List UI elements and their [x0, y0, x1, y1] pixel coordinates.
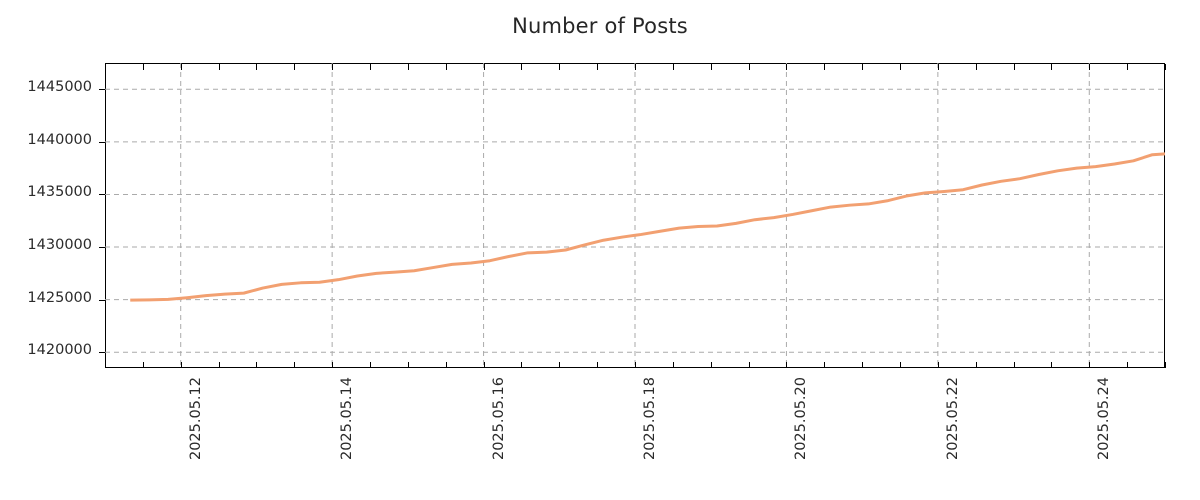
x-tick-mark — [900, 362, 901, 368]
x-tick-label: 2025.05.18 — [642, 377, 658, 461]
y-tick-mark — [99, 247, 105, 249]
x-tick-label: 2025.05.22 — [944, 377, 961, 461]
x-tick-mark — [748, 362, 750, 368]
y-tick-label: 1420000 — [27, 342, 92, 359]
x-tick-mark — [483, 362, 485, 368]
x-tick-mark — [1089, 362, 1091, 368]
x-tick-mark-top — [635, 64, 636, 70]
x-tick-mark-top — [710, 64, 712, 70]
x-tick-mark — [521, 362, 523, 368]
x-tick-mark-top — [1165, 64, 1166, 70]
x-tick-mark — [824, 362, 826, 368]
x-tick-mark-top — [521, 64, 523, 70]
x-tick-mark — [710, 362, 712, 368]
x-tick-mark-top — [975, 64, 977, 70]
y-tick-label: 1440000 — [27, 131, 92, 148]
y-tick-label: 1445000 — [27, 79, 92, 96]
x-tick-mark-top — [862, 64, 864, 70]
x-tick-mark-top — [332, 64, 334, 70]
x-tick-mark — [862, 362, 864, 368]
x-tick-mark-top — [900, 64, 901, 70]
x-tick-mark — [142, 362, 144, 368]
x-tick-mark — [1051, 362, 1053, 368]
x-tick-mark-top — [142, 64, 144, 70]
data-series-group — [130, 152, 1165, 302]
x-tick-mark-top — [407, 64, 409, 70]
x-tick-mark — [407, 362, 409, 368]
x-tick-mark — [1013, 362, 1015, 368]
x-tick-mark-top — [483, 64, 485, 70]
plot-canvas — [105, 63, 1165, 368]
y-tick-mark — [99, 299, 105, 301]
y-tick-label: 1430000 — [27, 237, 92, 254]
x-tick-label: 2025.05.20 — [793, 377, 810, 461]
x-tick-mark-top — [445, 64, 447, 70]
x-tick-mark — [332, 362, 334, 368]
y-tick-mark — [99, 194, 105, 196]
x-tick-mark-top — [180, 64, 182, 70]
x-tick-mark — [635, 362, 636, 368]
x-tick-mark-top — [672, 64, 674, 70]
x-tick-mark — [672, 362, 674, 368]
x-tick-mark-top — [1051, 64, 1053, 70]
x-tick-mark — [786, 362, 788, 368]
x-tick-mark — [559, 362, 561, 368]
x-tick-mark-top — [786, 64, 788, 70]
x-tick-mark — [1127, 362, 1129, 368]
x-tick-label: 2025.05.12 — [187, 377, 204, 461]
x-tick-mark — [180, 362, 182, 368]
series-line — [130, 152, 1165, 302]
x-tick-label: 2025.05.14 — [339, 377, 356, 461]
x-tick-mark — [937, 362, 939, 368]
y-gridlines — [105, 88, 1165, 353]
x-tick-mark-top — [748, 64, 750, 70]
x-tick-mark-top — [937, 64, 939, 70]
x-tick-mark — [256, 362, 258, 368]
y-tick-mark — [99, 89, 105, 91]
x-tick-mark — [105, 362, 106, 368]
x-tick-mark — [597, 362, 599, 368]
x-gridlines — [180, 63, 1090, 368]
x-tick-mark-top — [370, 64, 371, 70]
chart-title: Number of Posts — [512, 14, 688, 38]
x-tick-mark-top — [218, 64, 220, 70]
x-tick-mark — [975, 362, 977, 368]
x-tick-mark — [370, 362, 371, 368]
x-tick-mark-top — [1013, 64, 1015, 70]
x-tick-mark — [294, 362, 296, 368]
x-tick-mark-top — [294, 64, 296, 70]
x-tick-label: 2025.05.16 — [490, 377, 507, 461]
x-tick-mark-top — [105, 64, 106, 70]
x-tick-mark-top — [597, 64, 599, 70]
x-tick-label: 2025.05.24 — [1096, 377, 1113, 461]
x-tick-mark — [218, 362, 220, 368]
x-tick-mark — [1165, 362, 1166, 368]
y-tick-label: 1435000 — [27, 184, 92, 201]
y-tick-mark — [99, 352, 105, 354]
x-tick-mark — [445, 362, 447, 368]
x-tick-mark-top — [824, 64, 826, 70]
x-tick-mark-top — [1127, 64, 1129, 70]
x-tick-mark-top — [256, 64, 258, 70]
x-tick-mark-top — [1089, 64, 1091, 70]
x-tick-mark-top — [559, 64, 561, 70]
y-tick-label: 1425000 — [27, 289, 92, 306]
y-tick-mark — [99, 141, 105, 143]
